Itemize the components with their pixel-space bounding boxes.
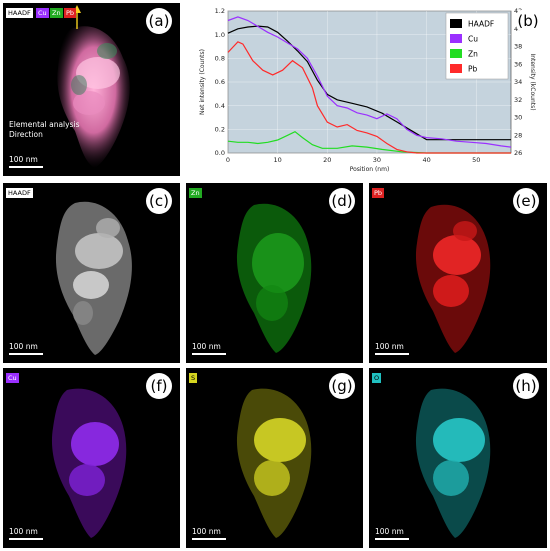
x-tick-label: 0 [226, 156, 230, 164]
scale-bar-h: 100 nm [375, 527, 409, 540]
y-tick-label: 1.2 [215, 7, 225, 15]
scale-bar-f: 100 nm [9, 527, 43, 540]
tag-o-h: O [372, 373, 382, 383]
scale-bar-d: 100 nm [192, 342, 226, 355]
panel-a-composite-map: HAADF Cu Zn Pb (a) Elemental analysis Di… [3, 3, 180, 176]
tag-zn-d: Zn [189, 188, 202, 198]
legend-swatch-pb [450, 64, 462, 73]
legend-label-cu: Cu [468, 35, 478, 44]
panel-c-haadf-map: HAADF (c) 100 nm [3, 183, 180, 363]
x-tick-label: 30 [373, 156, 381, 164]
legend-swatch-zn [450, 49, 462, 58]
tag-haadf-c: HAADF [6, 188, 33, 198]
line-profile-chart: 0 10 20 30 40 50 0.0 0.2 0.4 0.6 0.8 1.0 1.2 26 28 30 32… [199, 7, 536, 173]
panel-d-zn-map: Zn (d) 100 nm [186, 183, 363, 363]
tag-cu-f: Cu [6, 373, 19, 383]
panel-h-o-map: O (h) 100 nm [369, 368, 547, 548]
panel-label-f: (f) [146, 373, 172, 399]
scale-bar-e: 100 nm [375, 342, 409, 355]
panel-e-pb-map: Pb (e) 100 nm [369, 183, 547, 363]
scale-text-h: 100 nm [375, 527, 404, 536]
panel-g-s-map: S (g) 100 nm [186, 368, 363, 548]
o-map-image [415, 388, 491, 538]
x-tick-label: 10 [274, 156, 282, 164]
y-tick-label: 0.0 [215, 149, 225, 157]
panel-label-d: (d) [329, 188, 355, 214]
x-axis-label: Position (nm) [350, 166, 390, 173]
panel-label-b: (b) [515, 8, 541, 34]
y2-tick-label: 28 [514, 131, 522, 139]
y-tick-label: 0.8 [215, 55, 225, 63]
analysis-note-line1: Elemental analysis [9, 120, 80, 129]
pb-map-image [415, 204, 491, 353]
y2-tick-label: 32 [514, 96, 522, 104]
panel-f-cu-map: Cu (f) 100 nm [3, 368, 180, 548]
y2-axis-label: Intensity (kCounts) [529, 53, 536, 110]
tag-pb: Pb [64, 8, 77, 18]
y-tick-label: 0.6 [215, 78, 225, 86]
scale-bar-a: 100 nm [9, 155, 43, 168]
series-line-pb [227, 41, 511, 154]
s-map-image [236, 388, 312, 538]
scale-text-c: 100 nm [9, 342, 38, 351]
x-tick-label: 20 [323, 156, 331, 164]
panel-label-c: (c) [146, 188, 172, 214]
y2-tick-label: 34 [514, 78, 522, 86]
panel-label-h: (h) [513, 373, 539, 399]
scale-text-e: 100 nm [375, 342, 404, 351]
panel-label-g: (g) [329, 373, 355, 399]
tag-pb-e: Pb [372, 188, 385, 198]
y-tick-label: 0.4 [215, 102, 225, 110]
analysis-note-line2: Direction [9, 130, 43, 139]
y-tick-label: 1.0 [215, 31, 225, 39]
analysis-note: Elemental analysis Direction [9, 120, 79, 140]
legend-swatch-haadf [450, 19, 462, 28]
composite-particle-image [57, 5, 130, 169]
panel-b-line-profile: 0 10 20 30 40 50 0.0 0.2 0.4 0.6 0.8 1.0 1.2 26 28 30 32… [184, 3, 547, 176]
scale-bar-c: 100 nm [9, 342, 43, 355]
legend-label-pb: Pb [468, 65, 478, 74]
scale-text-d: 100 nm [192, 342, 221, 351]
tag-zn: Zn [50, 8, 63, 18]
y2-tick-label: 30 [514, 114, 522, 122]
y2-tick-label: 36 [514, 60, 522, 68]
panel-label-a: (a) [146, 8, 172, 34]
tag-haadf: HAADF [6, 8, 33, 18]
legend-label-haadf: HAADF [468, 20, 494, 29]
zn-map-image [236, 203, 312, 353]
panel-label-e: (e) [513, 188, 539, 214]
legend-swatch-cu [450, 34, 462, 43]
y-tick-label: 0.2 [215, 126, 225, 134]
scale-bar-g: 100 nm [192, 527, 226, 540]
tag-s-g: S [189, 373, 198, 383]
haadf-image [55, 201, 132, 355]
series-line-cu [227, 16, 512, 148]
x-tick-label: 50 [472, 156, 480, 164]
cu-map-image [51, 388, 127, 538]
tag-cu: Cu [36, 8, 49, 18]
legend-label-zn: Zn [468, 50, 478, 59]
scale-text-g: 100 nm [192, 527, 221, 536]
y2-tick-label: 26 [514, 149, 522, 157]
y2-tick-label: 38 [514, 43, 522, 51]
y-axis-label: Net intensity (Counts) [199, 49, 206, 115]
scale-text-a: 100 nm [9, 155, 38, 164]
x-tick-label: 40 [422, 156, 430, 164]
scale-text-f: 100 nm [9, 527, 38, 536]
